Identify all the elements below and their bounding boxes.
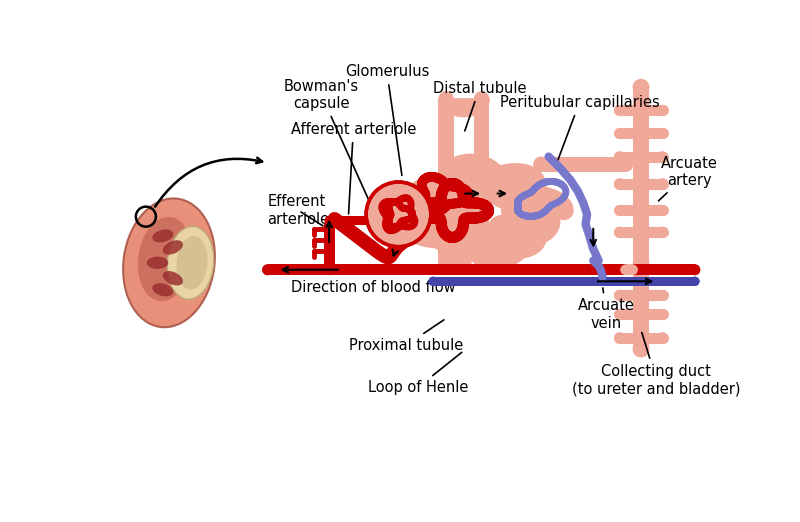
Text: Glomerulus: Glomerulus [345,64,429,175]
FancyBboxPatch shape [324,226,334,270]
Circle shape [657,227,668,238]
Circle shape [366,182,430,247]
Ellipse shape [152,229,174,242]
Circle shape [633,79,650,96]
Circle shape [324,264,334,275]
Circle shape [633,262,650,278]
Circle shape [614,290,625,301]
Circle shape [614,205,625,216]
Circle shape [474,253,490,268]
Ellipse shape [162,271,183,286]
Text: Proximal tubule: Proximal tubule [349,320,463,353]
Circle shape [620,264,631,275]
FancyBboxPatch shape [267,264,695,275]
Circle shape [633,256,650,273]
Text: Peritubular capillaries: Peritubular capillaries [499,95,659,162]
Circle shape [690,277,699,286]
FancyBboxPatch shape [482,253,494,268]
Circle shape [618,157,634,172]
Circle shape [534,157,549,172]
FancyBboxPatch shape [633,87,650,270]
Ellipse shape [152,283,174,296]
Circle shape [614,151,625,162]
Circle shape [614,309,625,320]
Circle shape [262,264,273,275]
Polygon shape [438,99,490,116]
Ellipse shape [167,227,214,299]
Circle shape [614,332,625,343]
Circle shape [614,178,625,189]
Circle shape [657,205,668,216]
FancyBboxPatch shape [329,216,371,225]
Circle shape [690,264,700,275]
Circle shape [657,105,668,116]
Circle shape [438,91,454,106]
Circle shape [456,257,472,272]
Circle shape [657,151,668,162]
Circle shape [657,309,668,320]
Circle shape [657,128,668,139]
Circle shape [325,216,334,225]
Circle shape [657,290,668,301]
Circle shape [657,178,668,189]
Text: Efferent
arteriole: Efferent arteriole [267,194,330,227]
FancyBboxPatch shape [438,99,454,264]
FancyBboxPatch shape [433,277,695,286]
Text: Arcuate
artery: Arcuate artery [658,156,718,201]
FancyBboxPatch shape [626,264,633,275]
Ellipse shape [162,240,183,255]
Circle shape [690,277,699,286]
FancyBboxPatch shape [446,257,464,272]
Circle shape [614,227,625,238]
Text: Distal tubule: Distal tubule [433,81,526,131]
Text: Loop of Henle: Loop of Henle [367,352,468,395]
Circle shape [429,277,438,286]
FancyBboxPatch shape [433,277,695,286]
Circle shape [474,257,490,272]
Ellipse shape [123,198,215,327]
Circle shape [438,257,454,272]
FancyBboxPatch shape [267,264,695,275]
Circle shape [614,105,625,116]
Text: Bowman's
capsule: Bowman's capsule [284,79,369,200]
Circle shape [627,264,638,275]
Circle shape [438,257,454,272]
Circle shape [633,341,650,358]
Circle shape [614,128,625,139]
Circle shape [369,184,429,244]
Circle shape [262,264,273,275]
FancyBboxPatch shape [474,99,490,264]
FancyBboxPatch shape [633,264,650,349]
Text: Afferent arteriole: Afferent arteriole [290,122,416,214]
Text: Direction of blood flow: Direction of blood flow [290,280,455,295]
Circle shape [474,91,490,106]
Circle shape [690,264,700,275]
Circle shape [487,253,502,268]
Ellipse shape [146,257,168,269]
Ellipse shape [177,236,208,290]
Circle shape [367,216,376,225]
FancyBboxPatch shape [541,157,626,172]
Ellipse shape [138,217,193,301]
Circle shape [429,277,438,286]
Text: Arcuate
vein: Arcuate vein [578,288,634,330]
Text: Collecting duct
(to ureter and bladder): Collecting duct (to ureter and bladder) [572,333,741,396]
Circle shape [324,220,334,231]
Circle shape [657,332,668,343]
